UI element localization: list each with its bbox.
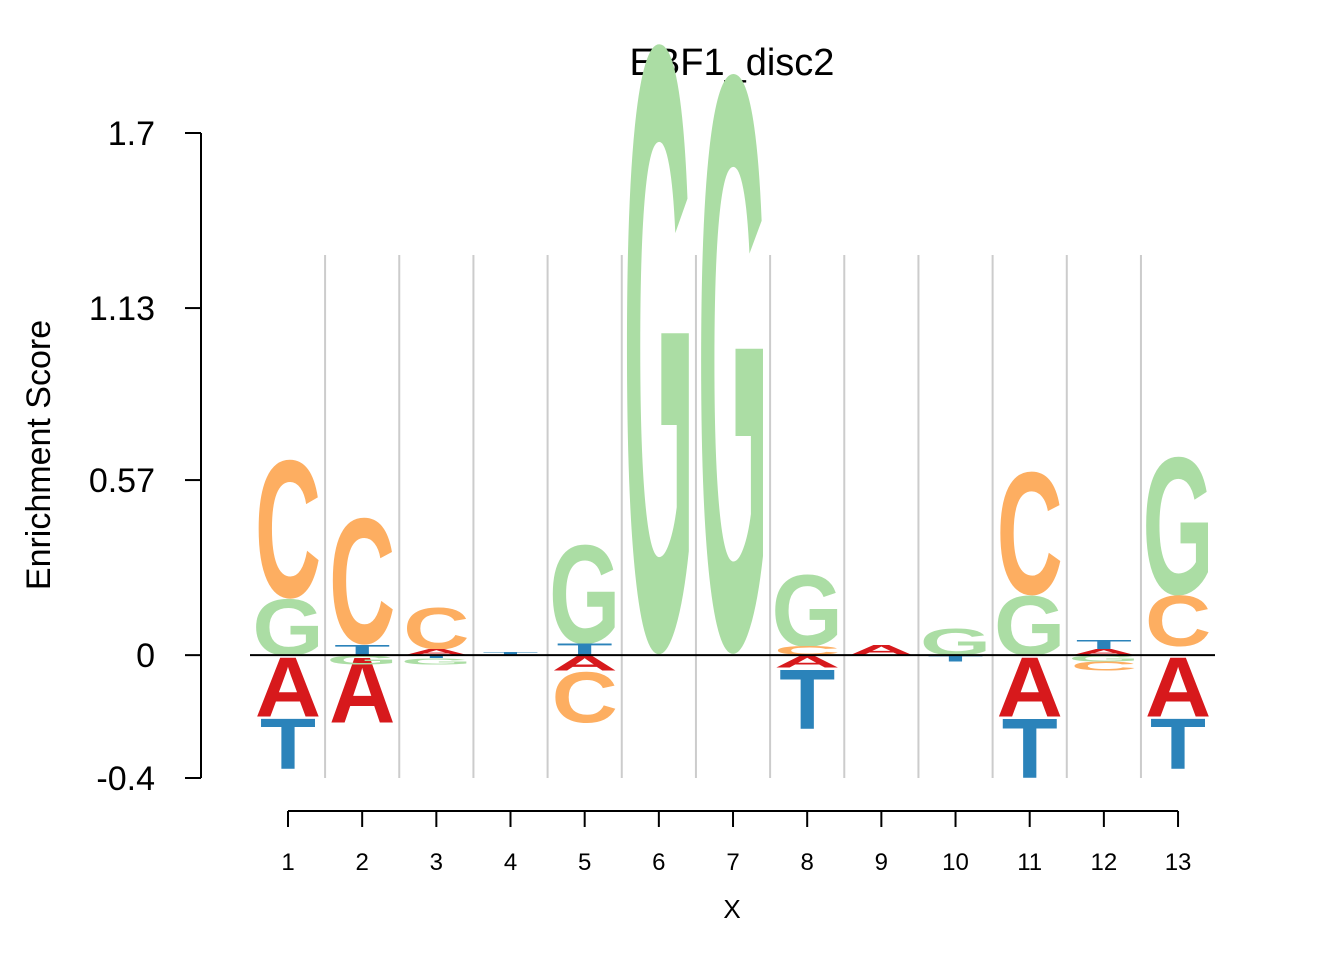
x-tick-label: 5 bbox=[578, 849, 591, 876]
x-tick-label: 13 bbox=[1165, 849, 1192, 876]
logo-letter-A-pos-5: A bbox=[552, 652, 618, 676]
y-tick-label: 0 bbox=[136, 637, 155, 675]
x-tick-label: 8 bbox=[801, 849, 814, 876]
logo-letter-G-pos-3: G bbox=[401, 657, 472, 667]
logo-letter-G-pos-1: G bbox=[252, 583, 323, 673]
logo-letter-G-pos-11: G bbox=[994, 578, 1065, 673]
logo-letter-G-pos-6: G bbox=[623, 0, 694, 829]
x-tick-label: 2 bbox=[355, 849, 368, 876]
x-tick-label: 6 bbox=[652, 849, 665, 876]
x-axis: 1 2 3 4 5 6 7 8 9 10 11 12 13 bbox=[281, 810, 1192, 876]
x-tick-label: 4 bbox=[504, 849, 517, 876]
y-axis: 1.7 1.13 0.57 0 -0.4 bbox=[89, 115, 202, 798]
logo-letter-C-pos-12: C bbox=[1071, 659, 1137, 673]
x-axis-label: X bbox=[723, 894, 740, 924]
logo-letter-T-pos-11: T bbox=[1002, 701, 1058, 796]
y-tick-label: 1.7 bbox=[108, 115, 155, 153]
logo-letter-G-pos-7: G bbox=[697, 0, 768, 820]
logo-letter-T-pos-8: T bbox=[779, 652, 835, 747]
x-tick-label: 12 bbox=[1091, 849, 1118, 876]
logo-letter-T-pos-1: T bbox=[260, 703, 316, 785]
logo-letter-T-pos-3: T bbox=[408, 654, 464, 659]
logo-letter-T-pos-12: T bbox=[1076, 637, 1132, 651]
logo-letter-G-pos-13: G bbox=[1142, 417, 1213, 636]
logo-letter-G-pos-12: G bbox=[1068, 654, 1139, 664]
logo-letter-G-pos-2: G bbox=[327, 653, 398, 667]
logo-letter-G-pos-8: G bbox=[772, 553, 843, 668]
y-axis-label: Enrichment Score bbox=[20, 320, 58, 590]
logo-letter-T-pos-5: T bbox=[557, 640, 613, 659]
grid-lines bbox=[324, 255, 1142, 778]
x-tick-label: 9 bbox=[875, 849, 888, 876]
logo-letter-C-pos-2: C bbox=[329, 482, 395, 682]
y-tick-label: -0.4 bbox=[96, 760, 155, 798]
logo-letter-A-pos-12: A bbox=[1071, 647, 1137, 657]
x-tick-label: 1 bbox=[281, 849, 294, 876]
logo-letter-C-pos-11: C bbox=[997, 436, 1063, 631]
x-tick-label: 10 bbox=[942, 849, 969, 876]
logo-letter-T-pos-10: T bbox=[928, 654, 984, 664]
logo-letter-C-pos-1: C bbox=[255, 420, 321, 639]
chart-title: EBF1_disc2 bbox=[630, 42, 835, 84]
logo-letter-T-pos-13: T bbox=[1150, 703, 1206, 785]
logo-letter-C-pos-5: C bbox=[552, 657, 618, 739]
logo-letter-G-pos-5: G bbox=[549, 516, 620, 674]
x-tick-label: 7 bbox=[726, 849, 739, 876]
logo-letter-G-pos-10: G bbox=[920, 620, 991, 663]
y-tick-label: 1.13 bbox=[89, 290, 155, 328]
logo-letter-C-pos-3: C bbox=[403, 596, 469, 662]
logo-letter-T-pos-4: T bbox=[483, 651, 539, 656]
logo-letter-A-pos-3: A bbox=[403, 647, 469, 657]
logo-letter-A-pos-8: A bbox=[774, 652, 840, 671]
y-tick-label: 0.57 bbox=[89, 462, 155, 500]
logo-letter-C-pos-13: C bbox=[1145, 580, 1211, 662]
x-tick-label: 3 bbox=[430, 849, 443, 876]
x-tick-label: 11 bbox=[1017, 849, 1042, 876]
